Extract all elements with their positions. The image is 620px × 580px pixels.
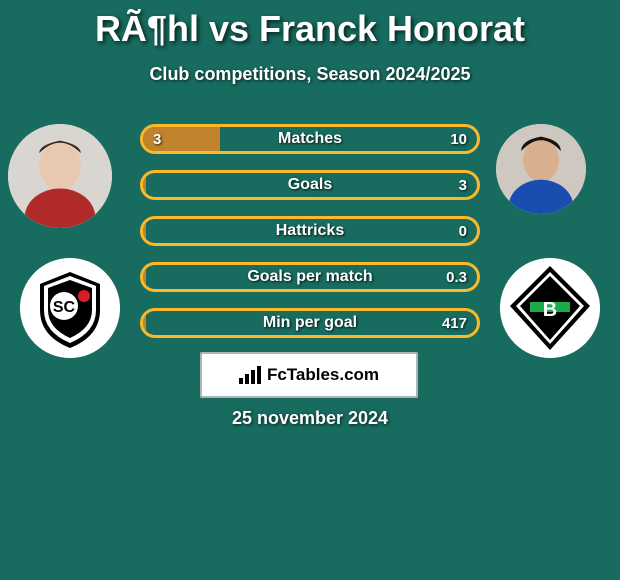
page-subtitle: Club competitions, Season 2024/2025 (0, 64, 620, 85)
stat-bar: Min per goal417 (140, 308, 480, 338)
stat-value-right: 10 (450, 127, 467, 151)
stat-value-right: 0 (459, 219, 467, 243)
brand-badge: FcTables.com (200, 352, 418, 398)
person-icon (8, 124, 112, 228)
datestamp: 25 november 2024 (0, 408, 620, 429)
page-title: RÃ¶hl vs Franck Honorat (0, 0, 620, 50)
person-icon (496, 124, 586, 214)
bar-chart-icon (239, 366, 261, 384)
stat-bar: Goals per match0.3 (140, 262, 480, 292)
freiburg-crest-icon: SC (20, 258, 120, 358)
stat-value-right: 417 (442, 311, 467, 335)
comparison-card: RÃ¶hl vs Franck Honorat Club competition… (0, 0, 620, 580)
gladbach-crest-icon: B (500, 258, 600, 358)
stat-bar: Goals3 (140, 170, 480, 200)
stat-label: Goals (143, 173, 477, 197)
stat-value-right: 3 (459, 173, 467, 197)
stat-label: Goals per match (143, 265, 477, 289)
player-right-avatar (496, 124, 586, 214)
stat-label: Matches (143, 127, 477, 151)
brand-text: FcTables.com (267, 365, 379, 385)
stat-bar: 3Matches10 (140, 124, 480, 154)
stat-label: Min per goal (143, 311, 477, 335)
player-left-avatar (8, 124, 112, 228)
svg-text:B: B (543, 299, 557, 321)
club-left-logo: SC (20, 258, 120, 358)
stat-label: Hattricks (143, 219, 477, 243)
svg-text:SC: SC (53, 299, 76, 316)
stat-bar: Hattricks0 (140, 216, 480, 246)
stat-value-right: 0.3 (446, 265, 467, 289)
club-right-logo: B (500, 258, 600, 358)
stat-bars: 3Matches10Goals3Hattricks0Goals per matc… (140, 124, 480, 354)
